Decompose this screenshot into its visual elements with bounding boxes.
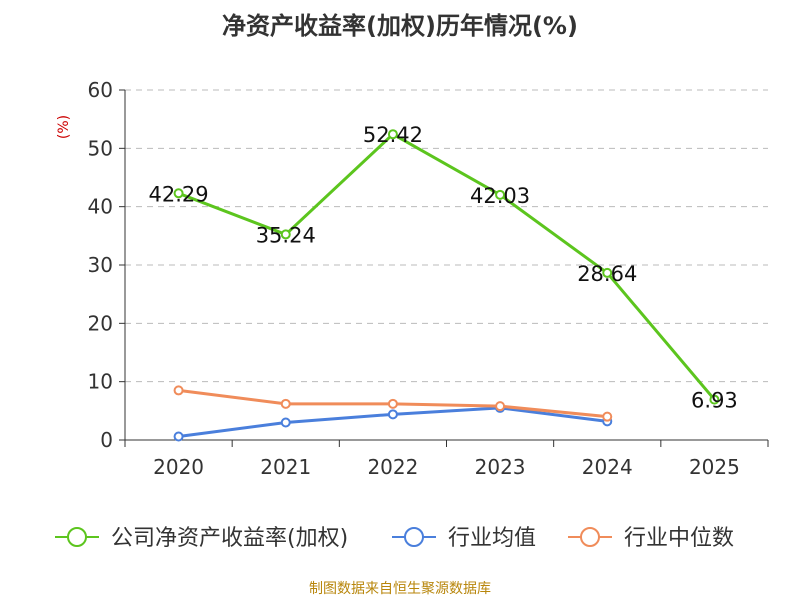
y-tick-label-30: 30 — [88, 253, 113, 277]
legend-marker-0 — [67, 527, 87, 547]
legend-label-1: 行业均值 — [448, 526, 536, 551]
series-point — [173, 188, 184, 199]
y-tick-label-0: 0 — [100, 428, 113, 452]
series-point — [173, 385, 184, 396]
x-tick-label-2023: 2023 — [475, 455, 526, 479]
series-point — [709, 394, 720, 405]
series-point — [387, 398, 398, 409]
series-point — [173, 431, 184, 442]
y-tick-label-10: 10 — [88, 370, 113, 394]
data-labels: 42.29 35.24 52.42 42.03 28.64 6.93 — [149, 123, 738, 412]
y-axis-label: (%) — [56, 115, 72, 139]
series-point — [602, 411, 613, 422]
x-tick-label-2020: 2020 — [153, 455, 204, 479]
chart-title: 净资产收益率(加权)历年情况(%) — [222, 12, 578, 40]
data-label: 42.29 — [149, 182, 209, 206]
x-tick-label-2022: 2022 — [367, 455, 418, 479]
series-point — [387, 129, 398, 140]
series-point — [495, 189, 506, 200]
data-label: 52.42 — [363, 123, 423, 147]
data-label: 6.93 — [691, 389, 738, 413]
series-point — [602, 267, 613, 278]
y-tick-label-60: 60 — [88, 78, 113, 102]
y-tick-label-40: 40 — [88, 195, 113, 219]
source-note: 制图数据来自恒生聚源数据库 — [309, 581, 491, 597]
axes: 0 10 20 30 40 50 60 2020 2021 2022 2023 2024 2025 — [88, 78, 769, 479]
legend: 公司净资产收益率(加权) 行业均值 行业中位数 — [55, 526, 734, 551]
series-point — [280, 398, 291, 409]
data-label: 35.24 — [256, 223, 316, 247]
legend-marker-1 — [404, 527, 424, 547]
data-label: 42.03 — [470, 184, 530, 208]
data-label: 28.64 — [577, 262, 637, 286]
legend-label-2: 行业中位数 — [624, 526, 734, 551]
x-tick-label-2024: 2024 — [582, 455, 633, 479]
x-tick-label-2021: 2021 — [260, 455, 311, 479]
series-point — [280, 229, 291, 240]
gridlines — [125, 89, 768, 383]
series-point — [387, 409, 398, 420]
y-tick-label-20: 20 — [88, 311, 113, 335]
series-line-0 — [178, 132, 716, 401]
series — [173, 129, 720, 442]
x-tick-label-2025: 2025 — [689, 455, 740, 479]
series-point — [280, 417, 291, 428]
y-tick-label-50: 50 — [88, 136, 113, 160]
legend-label-0: 公司净资产收益率(加权) — [111, 526, 348, 551]
series-point — [495, 401, 506, 412]
legend-marker-2 — [580, 527, 600, 547]
